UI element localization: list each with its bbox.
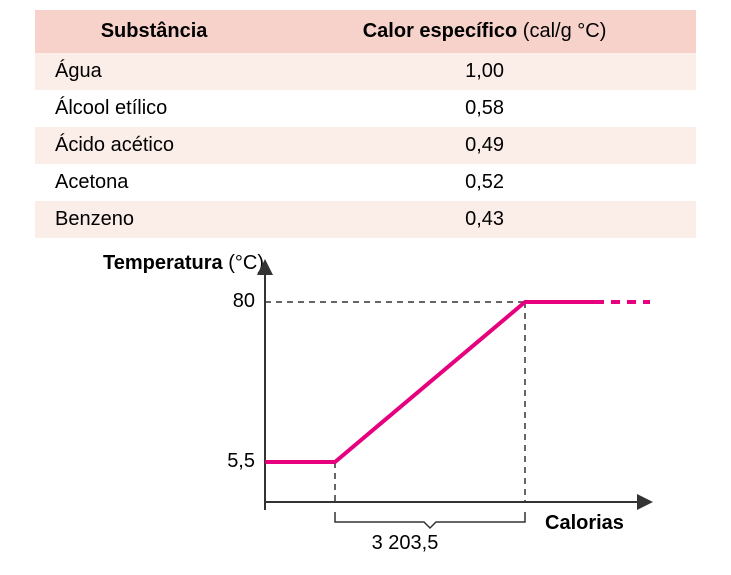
cell-value: 1,00 [273, 53, 696, 90]
y-tick-label: 5,5 [195, 450, 255, 473]
cell-value: 0,52 [273, 164, 696, 201]
table-row: Álcool etílico0,58 [35, 90, 696, 127]
x-tick-label: 3 203,5 [345, 532, 465, 555]
header-substance: Substância [35, 10, 273, 53]
cell-name: Ácido acético [35, 127, 273, 164]
header-label-1: Calor específico [363, 20, 518, 42]
table-body: Água1,00Álcool etílico0,58Ácido acético0… [35, 53, 696, 238]
cell-value: 0,43 [273, 201, 696, 238]
y-tick-label: 80 [195, 290, 255, 313]
table-row: Água1,00 [35, 53, 696, 90]
cell-value: 0,49 [273, 127, 696, 164]
header-label-0: Substância [101, 20, 208, 42]
table-row: Benzeno0,43 [35, 201, 696, 238]
specific-heat-table: Substância Calor específico (cal/g °C) Á… [35, 10, 696, 238]
cell-value: 0,58 [273, 90, 696, 127]
table-header-row: Substância Calor específico (cal/g °C) [35, 10, 696, 53]
header-unit-1: (cal/g °C) [517, 20, 606, 42]
x-axis-title: Calorias [545, 512, 624, 535]
table-row: Acetona0,52 [35, 164, 696, 201]
cell-name: Água [35, 53, 273, 90]
cell-name: Álcool etílico [35, 90, 273, 127]
table-row: Ácido acético0,49 [35, 127, 696, 164]
heating-curve-chart: Temperatura (°C) 805,53 203,5Calorias [35, 252, 695, 572]
header-specific-heat: Calor específico (cal/g °C) [273, 10, 696, 53]
cell-name: Benzeno [35, 201, 273, 238]
cell-name: Acetona [35, 164, 273, 201]
